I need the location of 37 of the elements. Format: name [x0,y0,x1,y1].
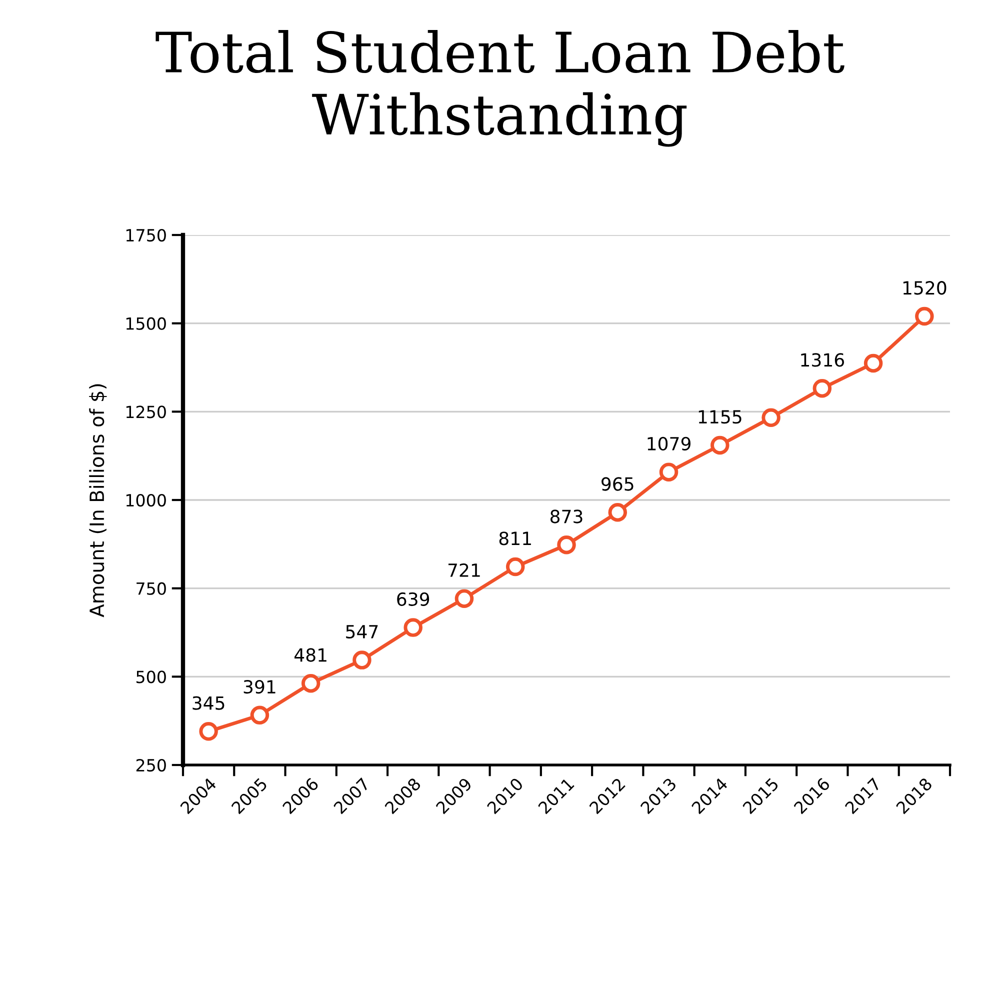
point [915,306,934,326]
point [250,706,270,725]
point [352,650,372,670]
data-label: 1520 [903,281,946,295]
data-label: 639 [397,592,430,606]
point [812,378,832,398]
y-tick-label: 500 [136,670,166,684]
point [864,354,883,373]
point [454,589,474,608]
data-label: 811 [499,532,531,546]
data-label: 481 [294,648,326,662]
data-label: 1316 [801,353,844,367]
point [301,674,320,693]
chart-title: Total Student Loan Debt Withstanding [156,30,844,147]
y-tick-label: 750 [136,582,166,595]
point [762,408,780,428]
data-label: 547 [346,625,378,639]
y-tick-label: 1250 [126,406,166,418]
y-axis-title: Amount (In Billions of $) [89,384,107,618]
y-tick-label: 250 [136,758,166,772]
point [659,462,678,482]
point [506,557,525,576]
point [557,536,576,554]
data-label: 345 [192,696,224,710]
data-label: 391 [244,680,276,694]
point [608,502,628,522]
data-label: 1155 [698,410,742,424]
data-label: 721 [448,563,480,577]
point [404,618,422,637]
point [199,722,218,741]
y-tick-label: 1500 [126,317,166,330]
data-label: 1079 [648,436,690,451]
point [710,436,730,455]
data-label: 965 [602,477,634,491]
data-label: 873 [550,510,582,524]
y-tick-label: 1000 [126,494,166,507]
y-tick-label: 1750 [126,228,166,242]
